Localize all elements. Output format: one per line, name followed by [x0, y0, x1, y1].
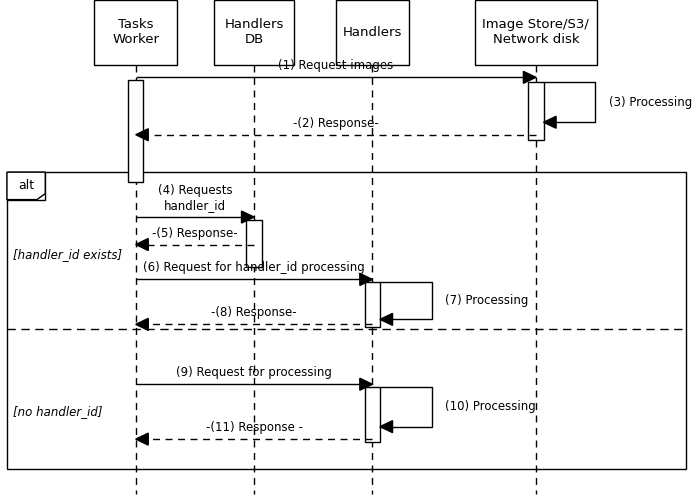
Text: (7) Processing: (7) Processing [445, 294, 529, 307]
Text: alt: alt [18, 179, 34, 193]
Polygon shape [242, 211, 254, 223]
Text: (3) Processing: (3) Processing [609, 96, 693, 109]
Text: (1) Request images: (1) Request images [278, 59, 393, 72]
Polygon shape [136, 239, 148, 250]
Text: Handlers
DB: Handlers DB [224, 18, 284, 46]
Bar [246, 220, 262, 267]
Bar [214, 0, 294, 65]
Text: -(5) Response-: -(5) Response- [152, 227, 238, 240]
Text: Image Store/S3/
Network disk: Image Store/S3/ Network disk [482, 18, 590, 46]
Polygon shape [7, 172, 45, 200]
Polygon shape [360, 378, 372, 390]
Text: (4) Requests
handler_id: (4) Requests handler_id [157, 184, 232, 212]
Polygon shape [523, 71, 536, 83]
Polygon shape [360, 273, 372, 285]
Bar [336, 0, 409, 65]
Text: [no handler_id]: [no handler_id] [13, 405, 102, 418]
Text: Tasks
Worker: Tasks Worker [112, 18, 159, 46]
Text: (6) Request for handler_id processing: (6) Request for handler_id processing [143, 261, 365, 274]
Polygon shape [136, 433, 148, 445]
Bar [128, 80, 143, 182]
Polygon shape [380, 421, 393, 433]
Text: -(11) Response -: -(11) Response - [205, 421, 303, 434]
Bar [528, 82, 544, 140]
Text: (9) Request for processing: (9) Request for processing [176, 366, 332, 379]
Text: -(2) Response-: -(2) Response- [293, 117, 379, 130]
Text: [handler_id exists]: [handler_id exists] [13, 248, 122, 261]
Bar [7, 172, 686, 469]
Text: Handlers: Handlers [342, 26, 402, 39]
Polygon shape [544, 116, 556, 128]
Bar [475, 0, 596, 65]
Polygon shape [136, 129, 148, 141]
Polygon shape [380, 313, 393, 325]
Bar [94, 0, 177, 65]
Text: -(8) Response-: -(8) Response- [211, 306, 297, 319]
Bar [365, 387, 380, 442]
Bar [7, 172, 45, 200]
Text: (10) Processing: (10) Processing [445, 400, 536, 413]
Polygon shape [136, 318, 148, 330]
Bar [365, 282, 380, 327]
